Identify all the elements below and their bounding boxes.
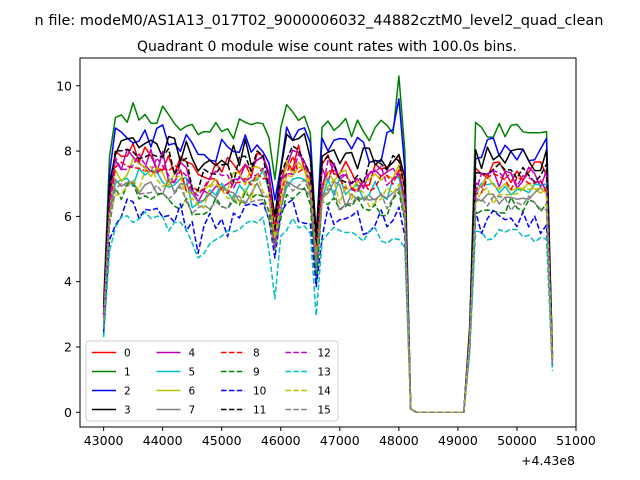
- legend-label: 3: [124, 405, 131, 417]
- legend-label: 14: [318, 386, 332, 398]
- legend-label: 2: [124, 386, 131, 398]
- y-tick-label: 2: [64, 339, 72, 354]
- x-tick-label: 45000: [202, 433, 242, 448]
- series-layer: [102, 75, 554, 414]
- series-line-14: [102, 165, 554, 414]
- y-tick-label: 0: [64, 405, 72, 420]
- series-line-12: [102, 153, 554, 414]
- series-line-13: [102, 211, 554, 414]
- x-tick-label: 47000: [320, 433, 360, 448]
- chart-title: Quadrant 0 module wise count rates with …: [137, 39, 517, 55]
- legend-label: 10: [253, 386, 266, 398]
- legend-box: [85, 340, 339, 422]
- x-tick-label: 49000: [438, 433, 478, 448]
- series-line-8: [102, 155, 554, 414]
- series-line-5: [102, 167, 554, 414]
- x-tick-label: 50000: [497, 433, 537, 448]
- y-tick-label: 8: [64, 144, 72, 159]
- legend-label: 0: [124, 348, 131, 360]
- legend-label: 13: [318, 367, 331, 379]
- x-tick-label: 43000: [84, 433, 124, 448]
- series-line-1: [102, 75, 554, 414]
- series-line-15: [102, 178, 554, 414]
- legend-label: 5: [189, 367, 196, 379]
- legend-label: 8: [253, 348, 260, 360]
- x-axis-offset-label: +4.43e8: [521, 453, 575, 468]
- legend-label: 9: [253, 367, 260, 379]
- legend-label: 7: [189, 405, 196, 417]
- series-line-6: [102, 157, 554, 414]
- x-tick-label: 48000: [379, 433, 419, 448]
- series-line-11: [102, 145, 554, 414]
- series-line-0: [102, 142, 554, 414]
- x-tick-label: 44000: [143, 433, 183, 448]
- figure-suptitle: n file: modeM0/AS1A13_017T02_9000006032_…: [35, 13, 604, 29]
- legend-label: 6: [189, 386, 196, 398]
- legend-label: 4: [189, 348, 196, 360]
- x-axis: 43000 44000 45000 46000 47000 48000 49000 50000…: [84, 427, 596, 448]
- series-line-10: [102, 198, 554, 414]
- legend-label: 11: [253, 405, 266, 417]
- legend-label: 12: [318, 348, 331, 360]
- series-line-7: [102, 177, 554, 414]
- legend-label: 15: [318, 405, 331, 417]
- y-tick-label: 4: [64, 274, 72, 289]
- x-tick-label: 46000: [261, 433, 301, 448]
- x-tick-label: 51000: [556, 433, 596, 448]
- y-tick-label: 6: [64, 209, 72, 224]
- axes-frame: [79, 57, 577, 428]
- legend-label: 1: [124, 367, 131, 379]
- y-tick-label: 10: [56, 78, 72, 93]
- series-line-3: [102, 132, 554, 414]
- y-axis: 0 2 4 6 8 10: [56, 78, 80, 420]
